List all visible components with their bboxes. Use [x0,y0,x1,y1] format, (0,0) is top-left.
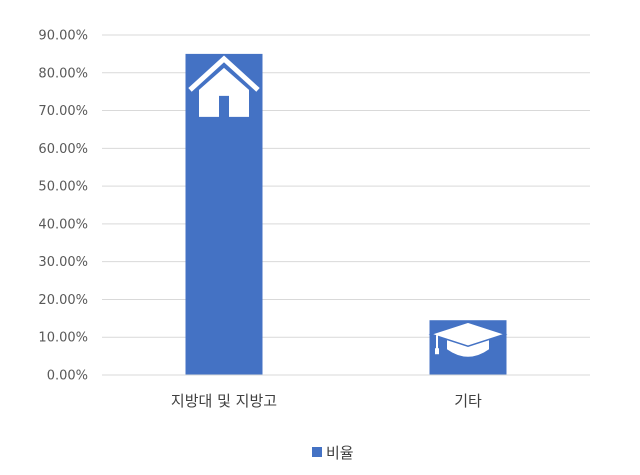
y-axis: 0.00% 10.00% 20.00% 30.00% 40.00% 50.00% 60.00… [38,29,88,384]
bars [185,53,508,376]
bar [185,53,263,376]
y-tick-label: 40.00% [38,217,88,232]
y-tick-label: 30.00% [38,255,88,270]
x-category-label: 기타 [454,392,482,410]
y-tick-label: 60.00% [38,142,88,157]
y-tick-label: 50.00% [38,180,88,195]
legend: 비율 [312,444,354,462]
y-tick-label: 90.00% [38,29,88,44]
y-tick-label: 20.00% [38,293,88,308]
y-tick-label: 0.00% [47,369,88,384]
y-tick-label: 10.00% [38,331,88,346]
legend-swatch [312,447,322,457]
legend-label: 비율 [326,444,354,462]
x-category-label: 지방대 및 지방고 [171,392,277,410]
x-axis: 지방대 및 지방고 기타 [102,374,590,410]
gridlines [102,34,590,376]
y-tick-label: 80.00% [38,66,88,81]
y-tick-label: 70.00% [38,104,88,119]
house-icon [188,55,260,117]
graduation-cap-icon [428,321,508,357]
